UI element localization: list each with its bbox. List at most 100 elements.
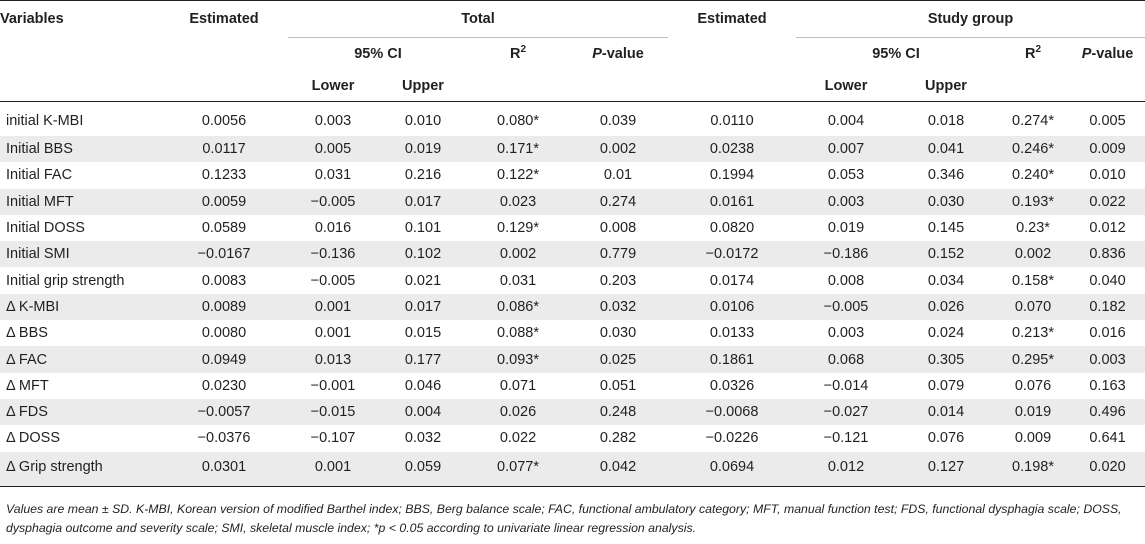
table-row: Δ MFT 0.0230 −0.001 0.046 0.071 0.051 0.0326 −0… [0, 373, 1145, 399]
cell-total-upper: 0.102 [378, 241, 468, 268]
cell-variable: Initial DOSS [6, 220, 85, 237]
cell-total-lower: −0.107 [310, 430, 356, 447]
r2-sup: 2 [520, 44, 527, 56]
cell-total-estimated: −0.0167 [160, 241, 288, 268]
cell-total-p: 0.030 [599, 325, 637, 342]
cell-total-estimated: 0.0117 [160, 136, 288, 163]
cell-study-upper: 0.145 [927, 220, 965, 237]
col-study-group: Study group [796, 0, 1145, 37]
cell-total-r2: 0.088* [497, 325, 539, 342]
header-blank [668, 37, 796, 71]
cell-total-estimated: 0.0949 [160, 346, 288, 373]
cell-variable: Δ K-MBI [0, 293, 160, 321]
cell-study-estimated: 0.1994 [709, 167, 755, 184]
header-blank [568, 71, 668, 102]
cell-study-estimated: 0.0694 [668, 451, 796, 487]
cell-total-upper: 0.101 [404, 220, 442, 237]
col-estimated-total: Estimated [160, 0, 288, 37]
cell-study-lower: 0.007 [796, 136, 896, 163]
r2-label: R [509, 46, 521, 62]
table-row: Initial MFT 0.0059 −0.005 0.017 0.023 0.274 0.… [0, 188, 1145, 215]
col-total: Total [288, 0, 668, 37]
cell-total-r2: 0.171* [468, 136, 568, 163]
cell-study-estimated: 0.0238 [668, 136, 796, 163]
cell-study-r2: 0.274* [1012, 113, 1054, 129]
cell-total-upper: 0.010 [404, 113, 442, 129]
cell-total-lower: 0.031 [314, 167, 352, 184]
col-ci-study: 95% CI [796, 37, 996, 71]
cell-total-p: 0.039 [599, 113, 637, 129]
cell-study-estimated: 0.0110 [710, 113, 754, 129]
cell-study-p: 0.163 [1089, 377, 1126, 394]
cell-study-estimated: 0.1861 [668, 346, 796, 373]
cell-total-upper: 0.017 [378, 293, 468, 321]
cell-study-r2: 0.158* [1012, 272, 1054, 289]
cell-study-estimated: 0.0133 [709, 325, 755, 342]
cell-total-estimated: 0.0589 [201, 220, 247, 237]
cell-total-estimated: 0.0059 [160, 188, 288, 215]
table-row: Initial BBS 0.0117 0.005 0.019 0.171* 0.002 0.… [0, 136, 1145, 163]
cell-study-upper: 0.024 [927, 325, 965, 342]
table-row: initial K-MBI 0.0056 0.003 0.010 0.080* 0.039… [0, 102, 1145, 137]
cell-study-p: 0.022 [1070, 188, 1145, 215]
col-upper-study: Upper [896, 71, 996, 102]
cell-total-p: 0.032 [568, 293, 668, 321]
cell-study-lower: 0.008 [827, 272, 865, 289]
cell-study-upper: 0.041 [896, 136, 996, 163]
col-upper-total: Upper [378, 71, 468, 102]
col-estimated-study: Estimated [668, 0, 796, 37]
cell-total-r2: 0.026 [468, 398, 568, 426]
cell-study-r2: 0.076 [1014, 377, 1052, 394]
cell-total-p: 0.042 [568, 451, 668, 487]
header-blank [0, 71, 160, 102]
cell-study-p: 0.836 [1070, 241, 1145, 268]
cell-variable: Δ MFT [6, 377, 49, 394]
cell-study-estimated: 0.0820 [709, 220, 755, 237]
header-blank [0, 37, 160, 71]
cell-study-r2: 0.213* [1012, 325, 1054, 342]
cell-total-p: 0.203 [599, 272, 637, 289]
cell-total-estimated: 0.0083 [201, 272, 247, 289]
cell-study-upper: 0.152 [896, 241, 996, 268]
cell-total-estimated: 0.0056 [201, 113, 247, 129]
cell-total-r2: 0.080* [497, 113, 539, 129]
cell-study-estimated: 0.0161 [668, 188, 796, 215]
col-lower-total: Lower [288, 71, 378, 102]
cell-total-estimated: −0.0057 [160, 398, 288, 426]
cell-study-lower: −0.121 [823, 430, 869, 447]
cell-total-lower: 0.001 [314, 325, 352, 342]
regression-table-container: Variables Estimated Total Estimated Stud… [0, 0, 1145, 487]
cell-total-r2: 0.031 [499, 272, 537, 289]
cell-total-p: 0.282 [599, 430, 637, 447]
cell-total-p: 0.274 [568, 188, 668, 215]
cell-study-upper: 0.018 [927, 113, 965, 129]
cell-total-estimated: 0.0301 [160, 451, 288, 487]
cell-total-estimated: 0.1233 [201, 167, 247, 184]
cell-study-r2: 0.002 [996, 241, 1070, 268]
cell-variable: Initial SMI [0, 241, 160, 268]
cell-study-lower: −0.005 [796, 293, 896, 321]
p-suffix: -value [601, 46, 644, 62]
cell-study-lower: 0.004 [827, 113, 865, 129]
cell-total-lower: −0.015 [288, 398, 378, 426]
cell-variable: Δ FAC [0, 346, 160, 373]
table-row: Δ FAC 0.0949 0.013 0.177 0.093* 0.025 0.1861 0.… [0, 346, 1145, 373]
p-label: P [592, 46, 602, 62]
p-label: P [1081, 46, 1092, 62]
cell-study-r2: 0.070 [996, 293, 1070, 321]
header-blank [1070, 71, 1145, 102]
cell-total-p: 0.248 [568, 398, 668, 426]
col-variables: Variables [0, 0, 160, 37]
cell-study-p: 0.012 [1089, 220, 1126, 237]
cell-study-p: 0.020 [1070, 451, 1145, 487]
table-row: Δ DOSS −0.0376 −0.107 0.032 0.022 0.282 −0.022… [0, 425, 1145, 451]
cell-study-upper: 0.030 [896, 188, 996, 215]
table-row: Δ K-MBI 0.0089 0.001 0.017 0.086* 0.032 0.0106… [0, 293, 1145, 321]
p-suffix: -value [1091, 46, 1134, 62]
col-r2-total: R2 [468, 37, 568, 71]
table-row: Initial SMI −0.0167 −0.136 0.102 0.002 0.779−… [0, 241, 1145, 268]
header-blank [996, 71, 1070, 102]
cell-total-estimated: 0.0230 [201, 377, 247, 394]
cell-total-r2: 0.093* [468, 346, 568, 373]
cell-study-lower: −0.014 [823, 377, 869, 394]
